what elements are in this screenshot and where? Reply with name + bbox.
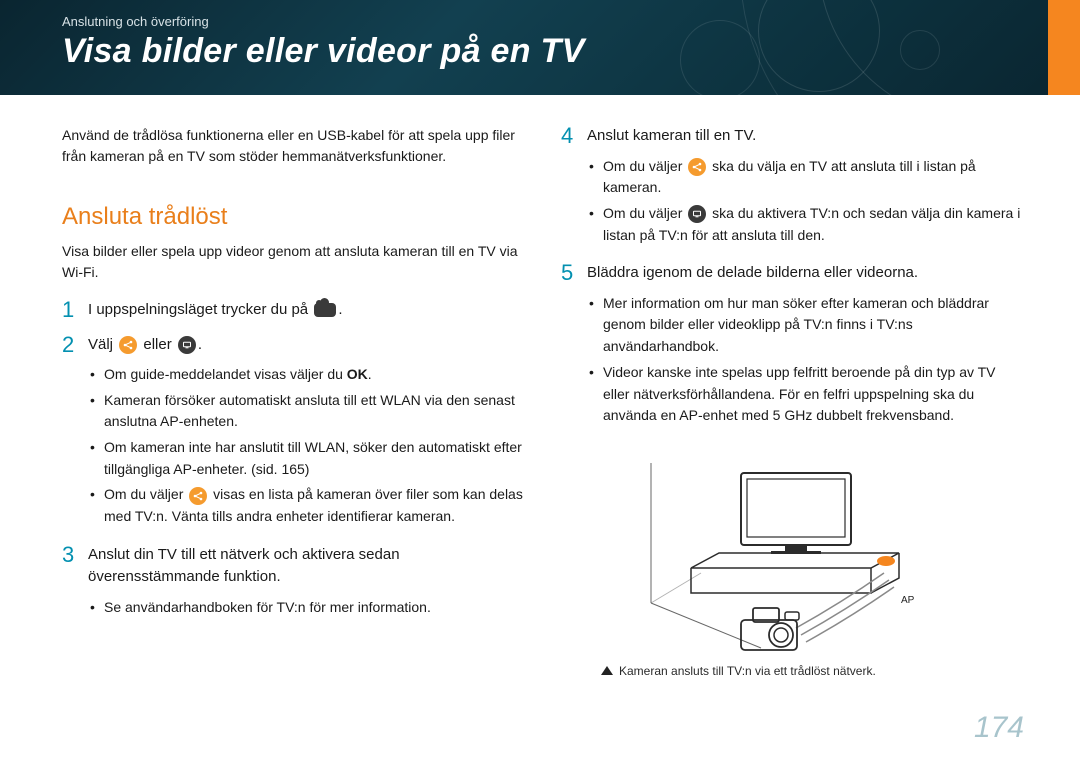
- page-header: Anslutning och överföring Visa bilder el…: [0, 0, 1080, 95]
- step-body: Bläddra igenom de delade bilderna eller …: [587, 262, 1024, 431]
- step-number: 3: [62, 544, 76, 623]
- ap-label: AP: [901, 595, 915, 606]
- caption-marker-icon: [601, 666, 613, 675]
- right-column: 4 Anslut kameran till en TV. Om du välje…: [561, 125, 1024, 678]
- step-text: I uppspelningsläget trycker du på: [88, 301, 312, 318]
- step-number: 5: [561, 262, 575, 431]
- illustration-caption: Kameran ansluts till TV:n via ett trådlö…: [601, 664, 1024, 678]
- step-number: 2: [62, 334, 76, 532]
- step-body: Välj eller . Om guide-meddelandet visas …: [88, 334, 525, 532]
- left-column: Använd de trådlösa funktionerna eller en…: [62, 125, 525, 678]
- intro-paragraph: Använd de trådlösa funktionerna eller en…: [62, 125, 525, 167]
- step-2: 2 Välj eller . Om guide-meddelandet visa…: [62, 334, 525, 532]
- step-1: 1 I uppspelningsläget trycker du på .: [62, 299, 525, 322]
- wifi-cloud-icon: [314, 303, 336, 317]
- step-body: I uppspelningsläget trycker du på .: [88, 299, 525, 322]
- caption-text: Kameran ansluts till TV:n via ett trådlö…: [619, 664, 876, 678]
- step-bullets: Se användarhandboken för TV:n för mer in…: [88, 597, 525, 619]
- share-icon: [189, 487, 207, 505]
- side-tab: [1048, 0, 1080, 95]
- bullet-item: Om guide-meddelandet visas väljer du OK.: [88, 364, 525, 386]
- step-bullets: Mer information om hur man söker efter k…: [587, 293, 1024, 427]
- bullet-item: Om du väljer ska du aktivera TV:n och se…: [587, 203, 1024, 246]
- step-4: 4 Anslut kameran till en TV. Om du välje…: [561, 125, 1024, 250]
- content-area: Använd de trådlösa funktionerna eller en…: [0, 95, 1080, 678]
- step-body: Anslut kameran till en TV. Om du väljer …: [587, 125, 1024, 250]
- step-text: Anslut din TV till ett nätverk och aktiv…: [88, 546, 400, 586]
- section-desc: Visa bilder eller spela upp videor genom…: [62, 241, 525, 283]
- bullet-item: Kameran försöker automatiskt ansluta til…: [88, 390, 525, 433]
- illustration: AP: [641, 453, 1024, 658]
- step-body: Anslut din TV till ett nätverk och aktiv…: [88, 544, 525, 623]
- step-text: Välj: [88, 336, 117, 353]
- tv-icon: [688, 205, 706, 223]
- page-number: 174: [974, 711, 1024, 745]
- bullet-item: Videor kanske inte spelas upp felfritt b…: [587, 362, 1024, 427]
- step-text: eller: [143, 336, 176, 353]
- step-number: 1: [62, 299, 76, 322]
- step-5: 5 Bläddra igenom de delade bilderna elle…: [561, 262, 1024, 431]
- bullet-item: Se användarhandboken för TV:n för mer in…: [88, 597, 525, 619]
- section-heading: Ansluta trådlöst: [62, 203, 525, 231]
- bullet-item: Om du väljer ska du välja en TV att ansl…: [587, 156, 1024, 199]
- step-3: 3 Anslut din TV till ett nätverk och akt…: [62, 544, 525, 623]
- step-text: Anslut kameran till en TV.: [587, 127, 756, 144]
- step-text: .: [338, 301, 342, 318]
- step-text: Bläddra igenom de delade bilderna eller …: [587, 264, 918, 281]
- step-number: 4: [561, 125, 575, 250]
- step-bullets: Om du väljer ska du välja en TV att ansl…: [587, 156, 1024, 247]
- share-icon: [119, 336, 137, 354]
- share-icon: [688, 158, 706, 176]
- bullet-item: Mer information om hur man söker efter k…: [587, 293, 1024, 358]
- step-bullets: Om guide-meddelandet visas väljer du OK.…: [88, 364, 525, 528]
- bullet-item: Om kameran inte har anslutit till WLAN, …: [88, 437, 525, 480]
- bullet-item: Om du väljer visas en lista på kameran ö…: [88, 484, 525, 527]
- page-title: Visa bilder eller videor på en TV: [62, 32, 585, 71]
- breadcrumb: Anslutning och överföring: [62, 14, 209, 29]
- tv-icon: [178, 336, 196, 354]
- step-text: .: [198, 336, 202, 353]
